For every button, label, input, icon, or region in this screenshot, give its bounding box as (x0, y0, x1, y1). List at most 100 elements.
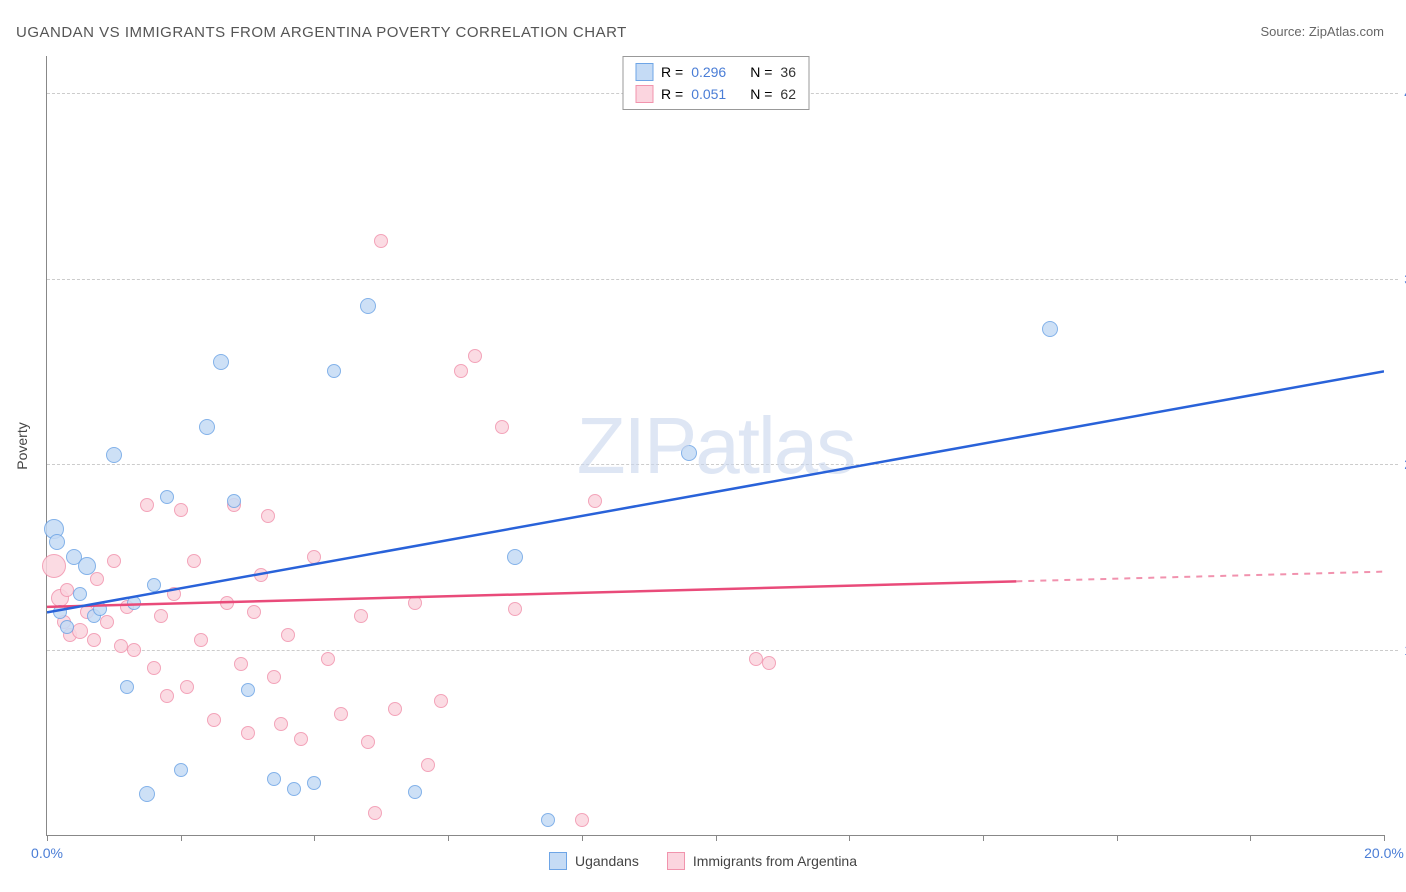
scatter-point-pink (154, 609, 168, 623)
scatter-point-pink (207, 713, 221, 727)
scatter-point-blue (147, 578, 161, 592)
scatter-point-pink (388, 702, 402, 716)
scatter-point-blue (49, 534, 65, 550)
scatter-point-pink (234, 657, 248, 671)
n-label: N = (750, 64, 772, 80)
r-value-blue: 0.296 (691, 64, 726, 80)
scatter-point-pink (334, 707, 348, 721)
scatter-point-blue (327, 364, 341, 378)
scatter-point-blue (78, 557, 96, 575)
scatter-point-pink (220, 596, 234, 610)
r-label: R = (661, 86, 683, 102)
scatter-point-pink (468, 349, 482, 363)
scatter-point-pink (361, 735, 375, 749)
scatter-point-pink (281, 628, 295, 642)
scatter-point-pink (107, 554, 121, 568)
n-label: N = (750, 86, 772, 102)
plot-svg (47, 56, 1384, 835)
scatter-point-blue (287, 782, 301, 796)
scatter-point-pink (408, 596, 422, 610)
scatter-point-pink (114, 639, 128, 653)
scatter-point-pink (294, 732, 308, 746)
source-label: Source: ZipAtlas.com (1260, 24, 1384, 39)
scatter-point-blue (307, 776, 321, 790)
watermark-atlas: atlas (695, 401, 854, 490)
n-value-pink: 62 (780, 86, 796, 102)
trend-line-dash (1016, 572, 1384, 582)
xtick-minor (1250, 835, 1251, 841)
series-label-pink: Immigrants from Argentina (693, 853, 857, 869)
trend-line (47, 371, 1384, 612)
scatter-point-pink (140, 498, 154, 512)
xtick-minor (181, 835, 182, 841)
scatter-point-blue (681, 445, 697, 461)
scatter-point-pink (454, 364, 468, 378)
scatter-point-blue (213, 354, 229, 370)
scatter-point-blue (507, 549, 523, 565)
xtick-label: 20.0% (1364, 845, 1404, 861)
scatter-point-pink (421, 758, 435, 772)
y-axis-label: Poverty (14, 422, 30, 469)
r-value-pink: 0.051 (691, 86, 726, 102)
scatter-point-pink (307, 550, 321, 564)
scatter-point-pink (588, 494, 602, 508)
xtick-minor (314, 835, 315, 841)
xtick-minor (1117, 835, 1118, 841)
legend-row-blue: R = 0.296 N = 36 (635, 61, 796, 83)
scatter-point-blue (360, 298, 376, 314)
scatter-point-blue (120, 680, 134, 694)
scatter-point-pink (762, 656, 776, 670)
scatter-point-blue (241, 683, 255, 697)
scatter-point-blue (408, 785, 422, 799)
scatter-point-pink (180, 680, 194, 694)
trend-line (47, 581, 1016, 607)
scatter-point-pink (90, 572, 104, 586)
scatter-point-blue (73, 587, 87, 601)
scatter-point-pink (434, 694, 448, 708)
scatter-point-pink (321, 652, 335, 666)
ytick-label: 40.0% (1392, 85, 1406, 101)
scatter-point-pink (127, 643, 141, 657)
xtick-label: 0.0% (31, 845, 63, 861)
scatter-point-blue (106, 447, 122, 463)
gridline-h (47, 650, 1398, 651)
scatter-point-pink (354, 609, 368, 623)
scatter-point-pink (247, 605, 261, 619)
legend-item-blue: Ugandans (549, 852, 639, 870)
scatter-point-blue (93, 602, 107, 616)
chart-title: UGANDAN VS IMMIGRANTS FROM ARGENTINA POV… (16, 24, 627, 41)
watermark-zip: ZIP (577, 401, 695, 490)
scatter-point-blue (160, 490, 174, 504)
watermark: ZIPatlas (577, 400, 854, 492)
scatter-point-blue (53, 605, 67, 619)
ytick-label: 20.0% (1392, 456, 1406, 472)
xtick-minor (448, 835, 449, 841)
scatter-point-pink (274, 717, 288, 731)
chart-container: UGANDAN VS IMMIGRANTS FROM ARGENTINA POV… (0, 0, 1406, 892)
legend-item-pink: Immigrants from Argentina (667, 852, 857, 870)
scatter-point-pink (167, 587, 181, 601)
legend-correlation: R = 0.296 N = 36 R = 0.051 N = 62 (622, 56, 809, 110)
scatter-point-pink (508, 602, 522, 616)
scatter-point-blue (227, 494, 241, 508)
xtick-minor (849, 835, 850, 841)
swatch-blue-bottom (549, 852, 567, 870)
scatter-point-pink (368, 806, 382, 820)
scatter-point-pink (174, 503, 188, 517)
scatter-point-blue (139, 786, 155, 802)
scatter-point-pink (241, 726, 255, 740)
ytick-label: 30.0% (1392, 271, 1406, 287)
scatter-point-pink (267, 670, 281, 684)
legend-row-pink: R = 0.051 N = 62 (635, 83, 796, 105)
scatter-point-pink (72, 623, 88, 639)
scatter-point-blue (174, 763, 188, 777)
scatter-point-blue (199, 419, 215, 435)
scatter-point-pink (749, 652, 763, 666)
scatter-point-pink (160, 689, 174, 703)
scatter-point-pink (147, 661, 161, 675)
swatch-pink-bottom (667, 852, 685, 870)
xtick-minor (716, 835, 717, 841)
gridline-h (47, 279, 1398, 280)
scatter-point-blue (127, 596, 141, 610)
scatter-point-pink (42, 554, 66, 578)
